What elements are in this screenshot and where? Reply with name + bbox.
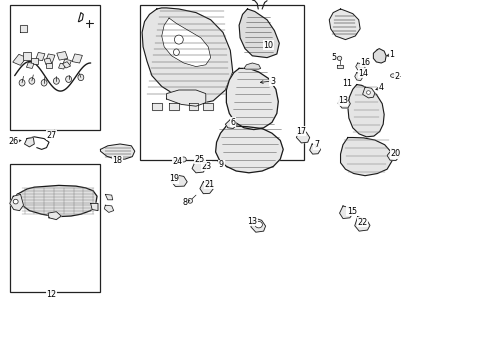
Polygon shape (17, 185, 97, 217)
Text: 27: 27 (47, 130, 56, 139)
Text: 14: 14 (359, 68, 368, 77)
Ellipse shape (53, 78, 59, 84)
Text: 12: 12 (47, 290, 56, 299)
Text: 9: 9 (219, 161, 224, 169)
Bar (24, 61, 32, 67)
Polygon shape (171, 175, 187, 186)
Polygon shape (10, 194, 24, 211)
Bar (54, 51, 67, 60)
Polygon shape (251, 218, 266, 232)
Polygon shape (142, 8, 233, 104)
Polygon shape (192, 162, 206, 173)
Text: 2: 2 (394, 72, 399, 81)
Text: 21: 21 (204, 180, 214, 189)
Polygon shape (340, 206, 353, 219)
Ellipse shape (337, 56, 342, 60)
Polygon shape (310, 144, 320, 154)
Polygon shape (216, 126, 283, 173)
Polygon shape (244, 63, 261, 69)
Bar (36, 52, 43, 59)
Ellipse shape (19, 80, 25, 86)
Text: 15: 15 (347, 207, 357, 216)
Polygon shape (239, 9, 279, 58)
Text: 3: 3 (270, 77, 275, 85)
Text: 16: 16 (360, 58, 370, 67)
Text: 10: 10 (264, 40, 273, 49)
Polygon shape (355, 217, 370, 231)
Bar (72, 55, 84, 64)
Polygon shape (104, 205, 114, 212)
Text: 18: 18 (113, 156, 122, 165)
Bar (13, 54, 26, 65)
Polygon shape (189, 103, 198, 110)
Polygon shape (356, 63, 365, 71)
Polygon shape (225, 120, 236, 129)
Bar (43, 53, 52, 62)
Text: 8: 8 (183, 198, 188, 207)
Polygon shape (329, 9, 360, 40)
Polygon shape (162, 18, 211, 67)
Polygon shape (337, 65, 343, 68)
Text: 25: 25 (195, 154, 205, 163)
Polygon shape (387, 149, 399, 161)
Polygon shape (296, 130, 310, 143)
Text: 4: 4 (379, 83, 384, 92)
Polygon shape (100, 144, 135, 159)
Text: 5: 5 (332, 53, 337, 62)
Bar (46, 63, 53, 69)
Polygon shape (203, 103, 213, 110)
Polygon shape (338, 97, 350, 108)
Polygon shape (355, 73, 363, 81)
Ellipse shape (78, 74, 84, 81)
Polygon shape (348, 85, 384, 137)
Text: 13: 13 (338, 96, 348, 105)
Polygon shape (105, 194, 113, 200)
Bar (23, 52, 33, 61)
Bar (42, 58, 51, 65)
Polygon shape (20, 25, 27, 32)
Ellipse shape (188, 198, 193, 203)
Bar (140, 5, 304, 160)
Polygon shape (48, 212, 61, 220)
Ellipse shape (173, 49, 179, 55)
Text: 24: 24 (172, 157, 182, 166)
Bar (31, 58, 38, 64)
Text: 11: 11 (342, 79, 352, 88)
Polygon shape (91, 203, 98, 211)
Ellipse shape (391, 74, 395, 77)
Text: 19: 19 (169, 174, 179, 183)
Text: 20: 20 (391, 149, 401, 158)
Polygon shape (341, 138, 392, 176)
Bar (55, 62, 63, 68)
Polygon shape (200, 182, 213, 194)
Text: 17: 17 (296, 126, 306, 135)
Text: 7: 7 (314, 140, 319, 149)
Text: 1: 1 (390, 50, 394, 59)
Polygon shape (196, 158, 202, 163)
Ellipse shape (174, 35, 183, 44)
Ellipse shape (367, 91, 370, 94)
Ellipse shape (66, 76, 72, 82)
Bar (66, 64, 74, 70)
Polygon shape (169, 103, 179, 110)
Ellipse shape (255, 221, 263, 228)
Polygon shape (373, 49, 386, 63)
Bar (63, 59, 70, 65)
Bar (10, 5, 100, 130)
Polygon shape (363, 87, 375, 98)
Ellipse shape (181, 157, 186, 162)
Text: 23: 23 (202, 162, 212, 171)
Polygon shape (167, 90, 206, 106)
Ellipse shape (41, 80, 47, 86)
Ellipse shape (29, 78, 35, 84)
Text: 13: 13 (247, 217, 257, 226)
Text: 22: 22 (358, 217, 368, 227)
Polygon shape (152, 103, 162, 110)
Polygon shape (24, 138, 34, 147)
Ellipse shape (13, 199, 18, 204)
Text: 6: 6 (230, 118, 235, 127)
Polygon shape (226, 68, 278, 130)
Text: 26: 26 (9, 137, 19, 146)
Bar (10, 164, 100, 292)
